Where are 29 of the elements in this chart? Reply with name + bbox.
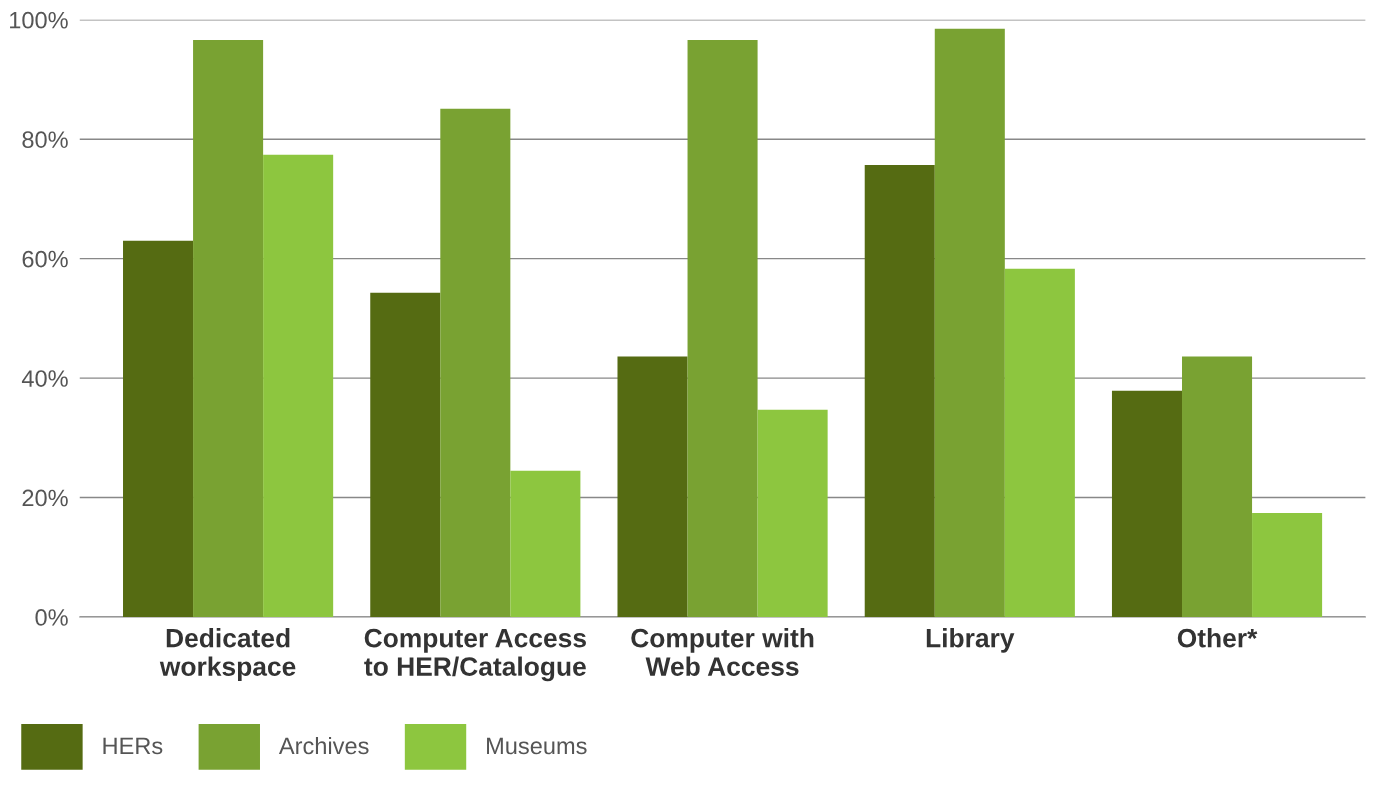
- x-tick-label: Dedicated workspace: [159, 628, 296, 682]
- bar: [934, 28, 1005, 617]
- bar: [123, 240, 194, 617]
- y-tick-label: 0%: [35, 609, 68, 626]
- y-tick-label: 100%: [10, 11, 68, 29]
- bar: [510, 470, 581, 617]
- y-tick-label: 60%: [22, 250, 68, 268]
- y-tick-label: 20%: [22, 489, 68, 507]
- bar: [1252, 513, 1323, 617]
- bar: [193, 40, 264, 617]
- bar: [864, 164, 935, 617]
- x-tick-label: Other*: [1177, 628, 1258, 648]
- bar: [1182, 356, 1253, 617]
- bar: [263, 154, 334, 617]
- legend-label: Museums: [487, 737, 587, 755]
- bar: [617, 356, 688, 617]
- bar: [687, 40, 758, 617]
- x-tick-label: Computer Access to HER/Catalogue: [364, 628, 586, 682]
- x-tick-label: Computer with Web Access: [631, 628, 814, 676]
- bar: [757, 409, 828, 617]
- bar: [440, 108, 511, 617]
- bar: [1111, 390, 1183, 617]
- legend-label: Archives: [278, 736, 369, 755]
- bar: [370, 292, 441, 617]
- y-tick-label: 40%: [21, 370, 68, 387]
- bar: [1004, 268, 1075, 617]
- legend-label: HERs: [103, 737, 163, 755]
- x-tick-label: Library: [926, 628, 1015, 653]
- y-tick-label: 80%: [22, 131, 68, 148]
